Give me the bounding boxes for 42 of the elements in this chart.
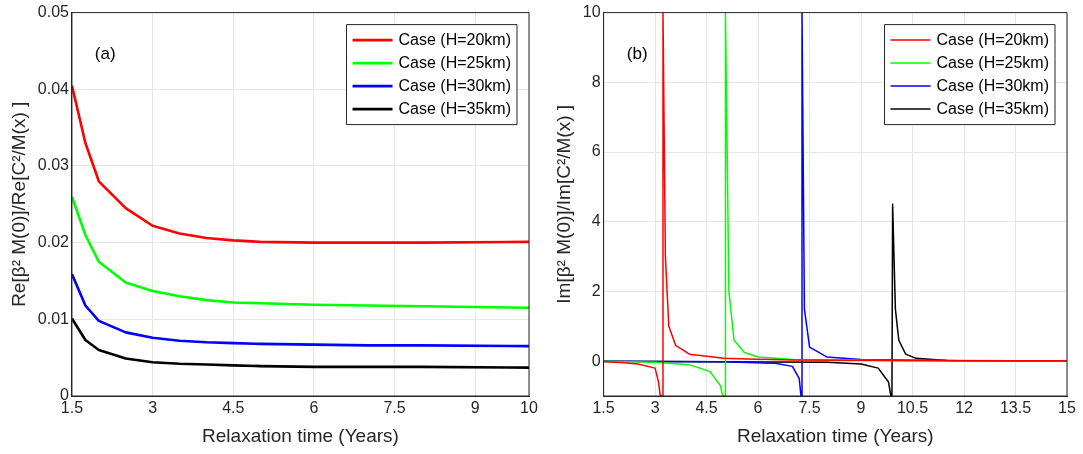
x-axis-title: Relaxation time (Years) [736, 424, 934, 446]
x-tick-label: 6 [753, 399, 763, 417]
y-tick-label: 0.05 [37, 3, 70, 21]
y-tick-label: 10 [582, 3, 601, 21]
x-tick-label: 1.5 [592, 399, 615, 417]
x-tick-label: 6 [309, 399, 319, 417]
legend-label: Case (H=30km) [936, 76, 1050, 94]
legend-label: Case (H=35km) [398, 99, 512, 117]
x-tick-label: 10 [520, 399, 538, 417]
x-tick-label: 3 [650, 399, 660, 417]
legend-label: Case (H=20km) [936, 30, 1050, 48]
annotation: (a) [94, 44, 116, 64]
y-tick-label: 6 [591, 142, 601, 160]
x-tick-label: 7.5 [798, 399, 821, 417]
y-tick-label: 0.02 [37, 233, 70, 251]
x-tick-label: 9 [856, 399, 866, 417]
x-tick-label: 15 [1058, 399, 1076, 417]
y-tick-label: 0 [591, 351, 601, 369]
y-tick-label: 2 [591, 281, 601, 299]
y-tick-label: 4 [591, 212, 601, 230]
x-tick-label: 4.5 [222, 399, 245, 417]
x-tick-label: 4.5 [695, 399, 718, 417]
y-tick-label: 0.01 [37, 309, 70, 327]
x-tick-label: 12 [955, 399, 974, 417]
legend-label: Case (H=25km) [936, 53, 1050, 71]
x-tick-label: 9 [470, 399, 480, 417]
legend-label: Case (H=25km) [398, 53, 512, 71]
legend-label: Case (H=20km) [398, 30, 512, 48]
legend-label: Case (H=30km) [398, 76, 512, 94]
x-tick-label: 13.5 [999, 399, 1032, 417]
x-tick-label: 3 [148, 399, 158, 417]
annotation: (b) [626, 44, 648, 64]
y-axis-title: Re[β² M(0)]/Re[C²/M(x) ] [7, 101, 29, 307]
legend-label: Case (H=35km) [936, 99, 1050, 117]
x-tick-label: 7.5 [383, 399, 406, 417]
y-tick-label: 0.04 [37, 79, 70, 97]
x-tick-label: 10.5 [896, 399, 929, 417]
y-axis-title: Im[β² M(0)]/Im[C²/M(x) ] [552, 104, 574, 304]
y-tick-label: 0.03 [37, 156, 70, 174]
x-tick-label: 1.5 [60, 399, 84, 417]
x-axis-title: Relaxation time (Years) [202, 424, 399, 446]
y-tick-label: 8 [591, 72, 601, 90]
